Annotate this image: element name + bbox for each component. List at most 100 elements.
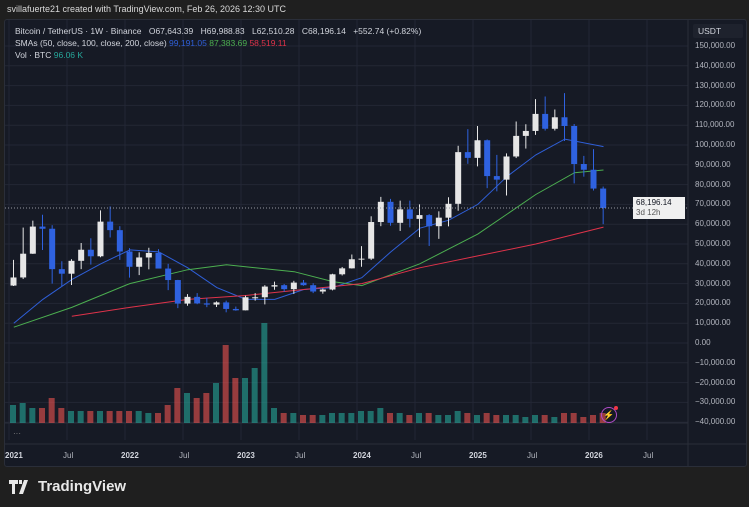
price-tick: 60,000.00	[695, 219, 731, 229]
price-tick: 80,000.00	[695, 179, 731, 189]
candle-body	[223, 302, 230, 309]
volume-bar	[155, 413, 161, 423]
volume-bar	[77, 411, 84, 423]
volume-bar	[87, 411, 94, 423]
volume-bar	[10, 405, 16, 423]
candle-body	[174, 280, 181, 304]
volume-bar	[19, 403, 26, 423]
candle-body	[290, 282, 297, 290]
candle-body	[242, 297, 249, 311]
candle-body	[261, 286, 268, 298]
volume-bar	[329, 413, 335, 423]
price-tick: 0.00	[695, 338, 711, 347]
volume-bar	[290, 413, 297, 423]
currency-unit-button[interactable]: USDT	[693, 24, 743, 38]
volume-bar	[174, 388, 181, 423]
sma-legend[interactable]: SMAs (50, close, 100, close, 200, close)…	[15, 38, 287, 48]
candle-body	[348, 259, 355, 269]
chart-panel[interactable]: Bitcoin / TetherUS · 1W · Binance O67,64…	[4, 19, 747, 467]
candle-body	[377, 201, 384, 223]
volume-bar	[145, 413, 152, 423]
volume-bar	[464, 413, 471, 423]
candle-body	[406, 209, 413, 219]
volume-value: 96.06 K	[53, 50, 84, 60]
volume-bar	[280, 413, 287, 423]
candle-body	[513, 135, 520, 157]
candle-body	[571, 125, 578, 165]
candle-body	[97, 221, 104, 257]
candle-body	[319, 289, 326, 292]
candle-body	[310, 285, 317, 292]
symbol-label[interactable]: Bitcoin / TetherUS · 1W · Binance	[15, 26, 142, 36]
volume-bar	[512, 415, 519, 423]
price-tick: 150,000.00	[695, 41, 736, 50]
price-tick: 120,000.00	[695, 100, 736, 110]
candle-body	[464, 152, 471, 158]
volume-bar	[377, 408, 384, 423]
candle-body	[484, 140, 491, 177]
price-tick: 90,000.00	[695, 159, 731, 169]
volume-bar	[474, 415, 480, 423]
candle-body	[300, 282, 307, 286]
candle-body	[561, 117, 568, 126]
volume-bar	[522, 417, 529, 423]
sma-label: SMAs (50, close, 100, close, 200, close)	[15, 38, 167, 48]
time-tick: Jul	[527, 451, 538, 460]
bar-countdown: 3d 12h	[636, 207, 661, 217]
candle-body	[416, 215, 423, 219]
tradingview-logo: TradingView	[9, 478, 126, 495]
volume-legend[interactable]: Vol · BTC 96.06 K	[15, 50, 83, 60]
candle-body	[435, 217, 442, 227]
volume-bar	[193, 398, 200, 423]
candle-body	[29, 226, 36, 254]
candle-body	[580, 164, 587, 170]
candle-body	[126, 251, 133, 267]
price-tick: 130,000.00	[695, 80, 736, 90]
tradingview-logo-icon	[9, 479, 28, 494]
last-price: 68,196.14	[636, 197, 672, 207]
price-tick: 110,000.00	[695, 120, 735, 130]
volume-bar	[116, 411, 123, 423]
time-tick: 2025	[469, 451, 487, 460]
candle-body	[358, 258, 365, 260]
sma100-value: 87,383.69	[209, 38, 248, 48]
volume-bar	[338, 413, 345, 423]
price-tick: −10,000.00	[695, 357, 736, 367]
volume-bar	[493, 415, 500, 423]
volume-bar	[570, 413, 577, 423]
volume-bar	[590, 415, 596, 423]
candle-body	[590, 169, 597, 189]
candle-body	[87, 249, 94, 257]
volume-bar	[348, 413, 355, 423]
time-tick: 2026	[585, 451, 603, 460]
candle-body	[20, 253, 27, 278]
candle-body	[329, 274, 336, 290]
candle-body	[107, 221, 114, 231]
price-tick: 70,000.00	[695, 199, 731, 209]
candle-body	[522, 130, 529, 136]
candle-body	[136, 257, 143, 267]
candle-body	[155, 252, 162, 269]
volume-bar	[126, 411, 132, 423]
volume-bar	[445, 415, 451, 423]
candle-body	[445, 203, 452, 218]
candle-body	[252, 297, 259, 299]
candle-body	[203, 303, 210, 305]
pane-menu-button[interactable]: ···	[13, 429, 21, 438]
candle-body	[503, 156, 510, 180]
volume-bar	[48, 398, 55, 423]
notification-dot	[614, 406, 618, 410]
volume-bar	[261, 323, 268, 423]
low-value: L62,510.28	[251, 26, 295, 36]
candle-body	[145, 252, 152, 258]
price-chart[interactable]	[5, 20, 746, 466]
price-tick: −40,000.00	[695, 417, 736, 427]
price-tick: −20,000.00	[695, 377, 736, 387]
candle-body	[194, 296, 201, 304]
volume-bar	[358, 411, 364, 423]
volume-bar	[232, 378, 239, 423]
volume-bar	[503, 415, 509, 423]
lightning-icon[interactable]: ⚡	[601, 406, 618, 423]
volume-bar	[580, 417, 587, 423]
last-price-label: 68,196.14 3d 12h	[633, 196, 685, 219]
